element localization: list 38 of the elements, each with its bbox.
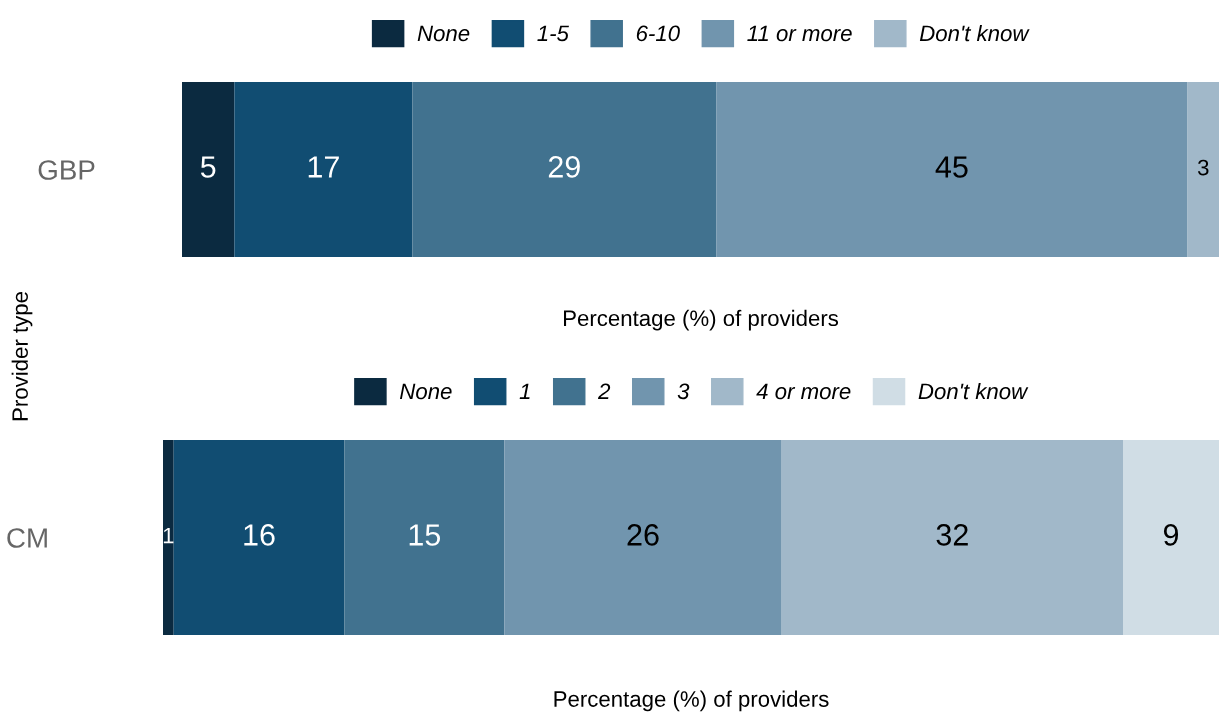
bar [716,82,1188,257]
bar [1187,82,1219,257]
legend-label: None [399,383,452,400]
bar [182,82,235,257]
legend-label: 6-10 [636,25,680,42]
legend-label: 4 or more [756,383,851,400]
data-label: 9 [1163,524,1179,546]
bar [781,440,1123,635]
bar [163,440,174,635]
bar [173,440,345,635]
data-label: 45 [935,156,968,178]
y-tick-label: CM [7,528,47,548]
bar [344,440,505,635]
legend-label: 3 [677,383,690,400]
legend-label: 2 [597,383,611,399]
data-label: 26 [627,524,659,546]
x-axis-title: Percentage (%) of providers [564,309,839,331]
legend-label: 1-5 [537,25,569,42]
legend-label: 11 or more [747,25,852,42]
bar [234,82,413,257]
data-label: 15 [409,524,441,546]
legend-label: 1 [519,383,530,399]
y-axis-title: Provider type [11,292,33,421]
data-label: 16 [244,524,275,546]
data-label: 17 [308,156,339,178]
data-label: 5 [200,156,216,178]
data-label: 1 [163,527,174,544]
legend-label: None [417,25,470,42]
data-label: 3 [1197,159,1209,176]
legend-label: Don't know [919,24,1030,42]
legend-label: Don't know [918,382,1029,400]
data-label: 32 [936,524,968,546]
bar [1123,440,1219,635]
x-axis-title: Percentage (%) of providers [554,690,829,712]
bar [412,82,717,257]
y-tick-label: GBP [38,160,95,180]
data-label: 29 [548,156,580,178]
bar [504,440,782,635]
